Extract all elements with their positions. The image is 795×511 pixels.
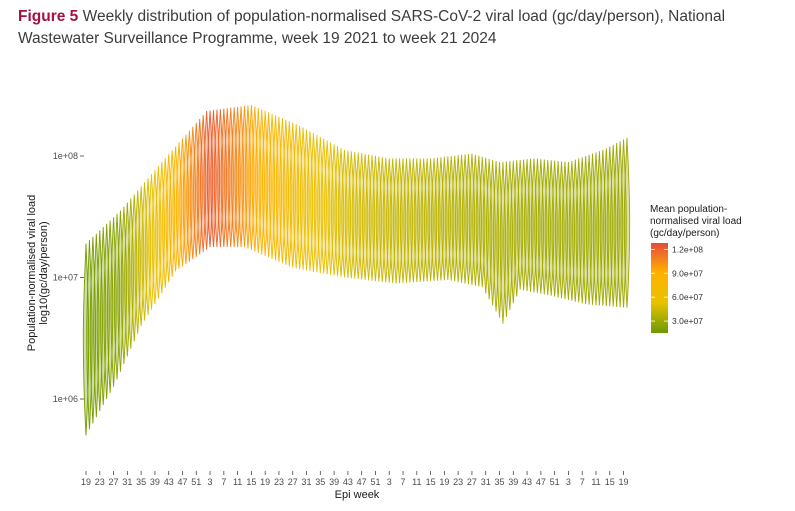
x-tick-label-1: 23: [95, 477, 105, 487]
x-tick-label-22: 3: [387, 477, 392, 487]
violin-series: [82, 104, 631, 436]
legend-ticks: 1.2e+08 9.0e+07 6.0e+07 3.0e+07: [651, 244, 703, 326]
y-tick-label-0: 1e+06: [53, 394, 78, 404]
x-tick-label-39: 19: [619, 477, 629, 487]
legend-label-3: 3.0e+07: [672, 316, 703, 326]
x-tick-label-14: 23: [274, 477, 284, 487]
x-tick-label-20: 47: [357, 477, 367, 487]
x-tick-label-15: 27: [288, 477, 298, 487]
legend-title-line2: normalised viral load: [650, 216, 742, 227]
x-tick-label-10: 7: [221, 477, 226, 487]
x-tick-label-36: 7: [580, 477, 585, 487]
x-tick-label-23: 7: [401, 477, 406, 487]
color-legend: Mean population- normalised viral load (…: [650, 204, 742, 333]
x-tick-label-27: 23: [453, 477, 463, 487]
legend-title-line1: Mean population-: [650, 204, 727, 215]
x-tick-label-18: 39: [329, 477, 339, 487]
x-tick-label-28: 27: [467, 477, 477, 487]
x-tick-label-9: 3: [208, 477, 213, 487]
legend-label-0: 1.2e+08: [672, 244, 703, 254]
legend-label-2: 6.0e+07: [672, 292, 703, 302]
x-tick-label-21: 51: [370, 477, 380, 487]
violin-week-158: [623, 137, 631, 308]
y-axis: 1e+06 1e+07 1e+08: [53, 151, 84, 404]
x-tick-label-38: 15: [605, 477, 615, 487]
x-tick-label-8: 51: [191, 477, 201, 487]
legend-label-1: 9.0e+07: [672, 268, 703, 278]
x-tick-label-7: 47: [177, 477, 187, 487]
x-tick-label-24: 11: [412, 477, 421, 487]
legend-title-line3: (gc/day/person): [650, 228, 719, 239]
x-tick-label-25: 15: [426, 477, 436, 487]
x-tick-label-2: 27: [109, 477, 119, 487]
figure-caption: Figure 5 Weekly distribution of populati…: [18, 6, 778, 50]
x-tick-label-16: 31: [302, 477, 312, 487]
x-tick-label-4: 35: [136, 477, 146, 487]
x-axis: 19 23 27 31 35 39 43 47 51 3 7 11 15 19 23 27 31 35 39 43 47…: [81, 471, 629, 487]
y-tick-label-1: 1e+07: [53, 273, 78, 283]
x-tick-label-31: 39: [508, 477, 518, 487]
figure-label: Figure 5: [18, 8, 79, 25]
x-tick-label-0: 19: [81, 477, 91, 487]
x-tick-label-30: 35: [494, 477, 504, 487]
x-tick-label-5: 39: [150, 477, 160, 487]
y-axis-title-line2: log10(gc/day/person): [38, 221, 50, 324]
x-tick-label-26: 19: [439, 477, 449, 487]
x-tick-label-11: 11: [233, 477, 242, 487]
legend-color-bar: [651, 243, 668, 333]
x-tick-label-33: 47: [536, 477, 546, 487]
x-tick-label-35: 3: [566, 477, 571, 487]
x-tick-label-17: 35: [315, 477, 325, 487]
x-tick-label-19: 43: [343, 477, 353, 487]
x-tick-label-6: 43: [164, 477, 174, 487]
y-axis-title-line1: Population-normalised viral load: [26, 195, 38, 352]
y-tick-label-2: 1e+08: [53, 151, 78, 161]
x-tick-label-32: 43: [522, 477, 532, 487]
x-tick-label-13: 19: [260, 477, 270, 487]
x-tick-label-34: 51: [550, 477, 560, 487]
x-tick-label-12: 15: [246, 477, 256, 487]
x-axis-title: Epi week: [335, 489, 380, 501]
x-tick-label-37: 11: [591, 477, 600, 487]
x-tick-label-3: 31: [122, 477, 132, 487]
figure-title: Weekly distribution of population-normal…: [18, 8, 726, 47]
x-tick-label-29: 31: [481, 477, 491, 487]
